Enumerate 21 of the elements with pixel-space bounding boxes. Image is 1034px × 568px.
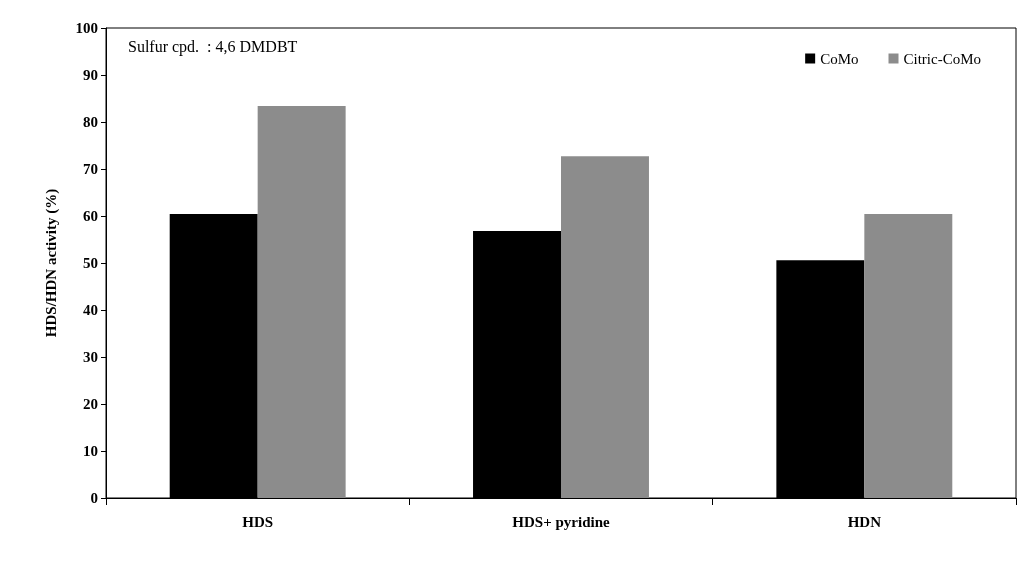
- y-tick-label: 0: [90, 490, 98, 506]
- y-tick-label: 20: [83, 396, 98, 412]
- bar: [864, 214, 953, 498]
- y-tick-label: 90: [83, 67, 98, 83]
- x-tick-label: HDN: [847, 513, 882, 530]
- legend-label: Citric-CoMo: [903, 50, 981, 67]
- bar: [561, 156, 649, 498]
- y-tick-label: 60: [83, 208, 98, 224]
- legend-label: CoMo: [820, 50, 859, 67]
- y-tick-label: 30: [83, 349, 98, 365]
- x-tick-label: HDS: [242, 513, 274, 530]
- annotation: Sulfur cpd. : 4,6 DMDBT: [128, 37, 298, 56]
- y-tick-label: 70: [83, 161, 98, 177]
- y-tick-label: 80: [83, 114, 98, 130]
- y-tick-label: 10: [83, 443, 98, 459]
- bar: [257, 106, 346, 498]
- y-tick-label: 50: [83, 255, 98, 271]
- y-tick-label: 100: [75, 20, 98, 36]
- y-tick-label: 40: [83, 302, 98, 318]
- y-axis-title: HDS/HDN activity (%): [42, 188, 60, 338]
- x-tick-label: HDS+ pyridine: [512, 513, 610, 530]
